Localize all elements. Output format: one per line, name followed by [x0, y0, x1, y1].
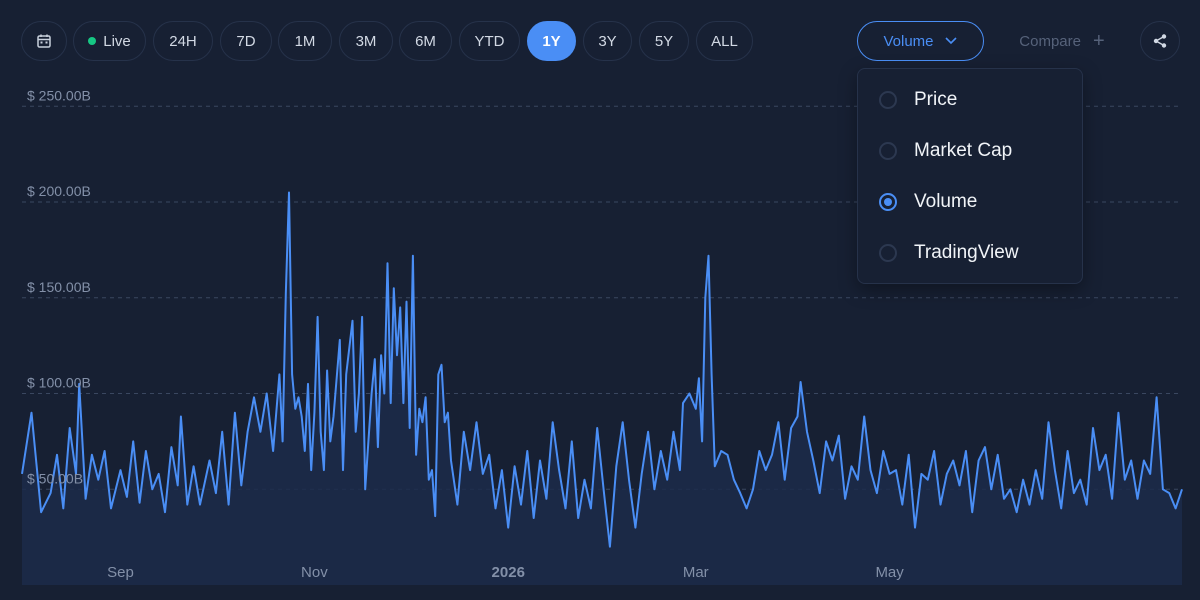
radio-market-cap[interactable]: [879, 141, 897, 160]
range-button-7d[interactable]: 7D: [220, 21, 272, 61]
dropdown-option-tradingview[interactable]: TradingView: [858, 227, 1082, 278]
volume-line: [21, 191, 1183, 548]
calendar-button[interactable]: [21, 21, 67, 61]
live-status-dot: [88, 37, 97, 45]
compare-button[interactable]: Compare +: [996, 21, 1128, 61]
live-button[interactable]: Live: [73, 21, 146, 61]
x-tick-label-2: 2026: [492, 564, 525, 581]
x-tick-label-1: Nov: [301, 564, 328, 581]
live-label: Live: [103, 32, 131, 50]
y-tick-label-4: $ 250.00B: [27, 87, 91, 103]
radio-tradingview[interactable]: [879, 243, 897, 262]
share-button[interactable]: [1140, 21, 1180, 61]
x-tick-label-0: Sep: [107, 564, 134, 581]
calendar-icon: [37, 34, 51, 48]
option-label-volume: Volume: [914, 190, 978, 212]
x-tick-label-4: May: [875, 564, 904, 581]
y-tick-label-0: $ 50.00B: [27, 470, 83, 486]
range-button-6m[interactable]: 6M: [399, 21, 452, 61]
volume-area: [22, 192, 1182, 585]
range-button-5y[interactable]: 5Y: [639, 21, 689, 61]
range-button-1m[interactable]: 1M: [278, 21, 332, 61]
dropdown-option-price[interactable]: Price: [858, 74, 1082, 125]
share-icon: [1153, 34, 1167, 48]
chart-toolbar: Live 24H 7D 1M 3M 6M YTD 1Y 3Y 5Y ALL Vo…: [0, 0, 1200, 84]
dropdown-option-volume[interactable]: Volume: [858, 176, 1082, 227]
option-label-market-cap: Market Cap: [914, 139, 1013, 161]
radio-volume[interactable]: [879, 192, 897, 211]
y-tick-label-1: $ 100.00B: [27, 375, 91, 391]
radio-price[interactable]: [879, 90, 897, 109]
chevron-down-icon: [944, 33, 958, 50]
option-label-tradingview: TradingView: [914, 241, 1019, 263]
range-button-1y[interactable]: 1Y: [527, 21, 576, 61]
dropdown-option-market-cap[interactable]: Market Cap: [858, 125, 1082, 176]
metric-select-button[interactable]: Volume: [857, 21, 984, 61]
compare-label: Compare: [1019, 32, 1081, 50]
plus-icon: +: [1093, 29, 1105, 52]
range-button-3y[interactable]: 3Y: [583, 21, 632, 61]
range-button-ytd[interactable]: YTD: [459, 21, 520, 61]
x-tick-label-3: Mar: [683, 564, 709, 581]
y-tick-label-3: $ 200.00B: [27, 183, 91, 199]
metric-dropdown-menu: Price Market Cap Volume TradingView: [857, 68, 1083, 284]
range-button-24h[interactable]: 24H: [153, 21, 213, 61]
range-button-all[interactable]: ALL: [696, 21, 753, 61]
range-button-3m[interactable]: 3M: [339, 21, 393, 61]
option-label-price: Price: [914, 88, 958, 110]
metric-select-label: Volume: [883, 32, 934, 50]
y-tick-label-2: $ 150.00B: [27, 279, 91, 295]
